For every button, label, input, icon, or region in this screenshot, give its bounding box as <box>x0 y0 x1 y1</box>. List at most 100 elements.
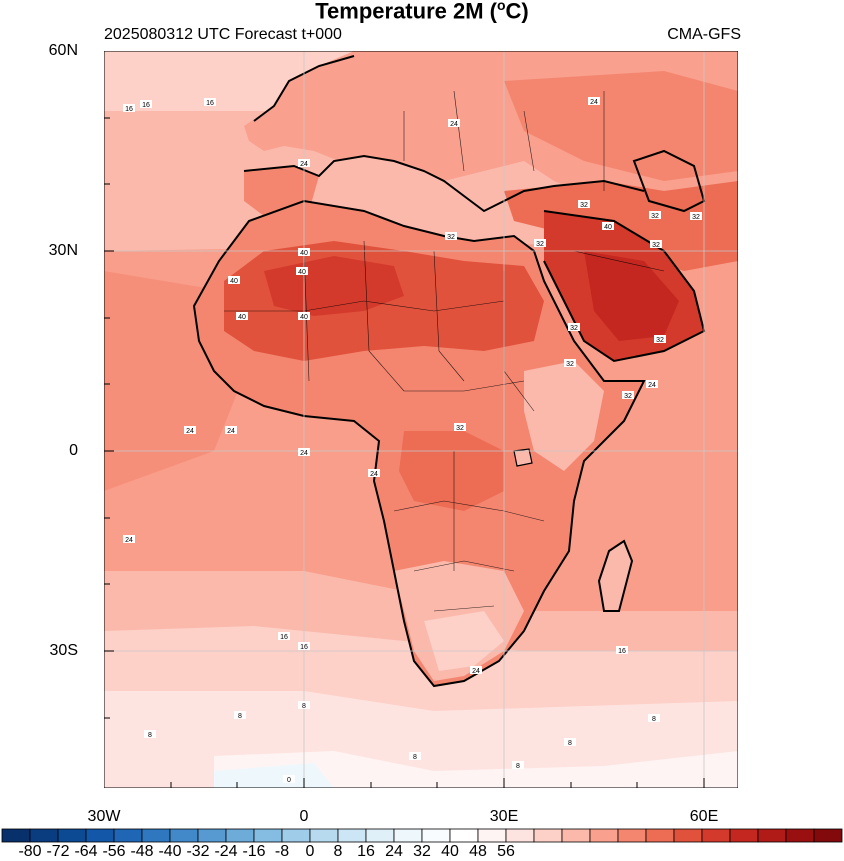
colorbar-tick-label: -64 <box>74 843 98 860</box>
lat-label-30s: 30S <box>49 642 78 659</box>
lon-label-0: 0 <box>299 808 309 825</box>
contour-label: 24 <box>123 535 135 544</box>
contour-label: 24 <box>368 469 380 478</box>
svg-text:24: 24 <box>300 450 308 457</box>
contour-labels: 16 16 16 16 16 16 24 24 24 24 24 24 24 2… <box>123 97 702 784</box>
colorbar-tick-label: 0 <box>305 843 315 860</box>
arabia-hottest <box>584 251 679 341</box>
colorbar-tick-label: -32 <box>186 843 210 860</box>
temperature-map: 16 16 16 16 16 16 24 24 24 24 24 24 24 2… <box>104 51 738 788</box>
svg-text:40: 40 <box>230 278 238 285</box>
colorbar-swatch <box>477 828 507 843</box>
colorbar-swatch <box>1 828 31 843</box>
colorbar-swatch <box>365 828 395 843</box>
south-africa-cooler <box>424 611 504 671</box>
contour-label: 40 <box>298 312 310 321</box>
contour-label: 24 <box>470 666 482 675</box>
contour-label: 24 <box>646 380 658 389</box>
contour-label: 32 <box>654 335 666 344</box>
colorbar-swatch <box>701 828 731 843</box>
svg-text:40: 40 <box>604 224 612 231</box>
colorbar-swatch <box>449 828 479 843</box>
svg-text:32: 32 <box>651 213 659 220</box>
svg-text:32: 32 <box>566 361 574 368</box>
colorbar-swatch <box>505 828 535 843</box>
svg-text:40: 40 <box>300 314 308 321</box>
svg-text:16: 16 <box>206 100 214 107</box>
forecast-time-label: 2025080312 UTC Forecast t+000 <box>104 26 342 43</box>
contour-label: 40 <box>602 222 614 231</box>
contour-label: 32 <box>650 240 662 249</box>
coastlines <box>192 55 706 688</box>
contour-label: 32 <box>578 200 590 209</box>
contour-label: 8 <box>648 714 660 723</box>
colorbar-swatch <box>281 828 311 843</box>
contour-label: 24 <box>588 97 600 106</box>
svg-text:8: 8 <box>652 716 656 723</box>
contour-label: 32 <box>568 323 580 332</box>
model-name-label: CMA-GFS <box>667 26 741 43</box>
svg-text:16: 16 <box>618 648 626 655</box>
svg-text:32: 32 <box>652 242 660 249</box>
contour-label: 16 <box>298 642 310 651</box>
colorbar-tick-label: -24 <box>214 843 238 860</box>
svg-text:16: 16 <box>125 106 133 113</box>
colorbar-tick-label: -80 <box>18 843 42 860</box>
svg-text:8: 8 <box>302 703 306 710</box>
colorbar-swatch <box>225 828 255 843</box>
contour-label: 0 <box>283 775 295 784</box>
svg-text:32: 32 <box>447 234 455 241</box>
contour-label: 24 <box>448 119 460 128</box>
contour-label: 24 <box>184 426 196 435</box>
colorbar-swatch <box>673 828 703 843</box>
svg-text:32: 32 <box>456 425 464 432</box>
colorbar-swatch <box>113 828 143 843</box>
colorbar-swatch <box>169 828 199 843</box>
lat-label-60n: 60N <box>48 42 78 59</box>
svg-text:32: 32 <box>580 202 588 209</box>
contour-label: 16 <box>616 646 628 655</box>
svg-text:32: 32 <box>624 393 632 400</box>
svg-text:0: 0 <box>287 777 291 784</box>
svg-text:32: 32 <box>536 241 544 248</box>
ocean-cold-zone <box>214 751 738 788</box>
contour-label: 16 <box>140 100 152 109</box>
lon-label-30w: 30W <box>87 808 121 825</box>
contour-label: 8 <box>564 738 576 747</box>
svg-text:8: 8 <box>238 713 242 720</box>
colorbar-tick-label: 32 <box>413 843 431 860</box>
colorbar-tick-label: -72 <box>46 843 70 860</box>
lat-label-0: 0 <box>69 442 78 459</box>
svg-text:32: 32 <box>570 325 578 332</box>
contour-label: 40 <box>296 267 308 276</box>
colorbar-tick-label: 40 <box>441 843 459 860</box>
svg-text:24: 24 <box>125 537 133 544</box>
colorbar-tick-label: -48 <box>130 843 154 860</box>
colorbar-swatch <box>253 828 283 843</box>
colorbar-swatch <box>785 828 815 843</box>
svg-text:24: 24 <box>648 382 656 389</box>
colorbar-swatch <box>645 828 675 843</box>
svg-text:16: 16 <box>280 634 288 641</box>
svg-text:8: 8 <box>413 754 417 761</box>
svg-text:16: 16 <box>300 644 308 651</box>
colorbar-swatch <box>421 828 451 843</box>
lon-label-60e: 60E <box>689 808 719 825</box>
axis-ticks <box>104 117 705 788</box>
eurasia-warm <box>504 71 738 181</box>
svg-text:24: 24 <box>227 428 235 435</box>
colorbar-swatch <box>757 828 787 843</box>
colorbar-swatch <box>533 828 563 843</box>
colorbar-swatch <box>589 828 619 843</box>
lon-label-30e: 30E <box>489 808 519 825</box>
svg-text:24: 24 <box>472 668 480 675</box>
contour-label: 24 <box>225 426 237 435</box>
lat-label-30n: 30N <box>48 242 78 259</box>
svg-text:40: 40 <box>300 250 308 257</box>
svg-text:24: 24 <box>186 428 194 435</box>
colorbar-swatch <box>197 828 227 843</box>
colorbar-tick-label: 24 <box>385 843 403 860</box>
colorbar-tick-label: -56 <box>102 843 126 860</box>
colorbar-tick-label: 8 <box>333 843 343 860</box>
contour-label: 32 <box>534 239 546 248</box>
